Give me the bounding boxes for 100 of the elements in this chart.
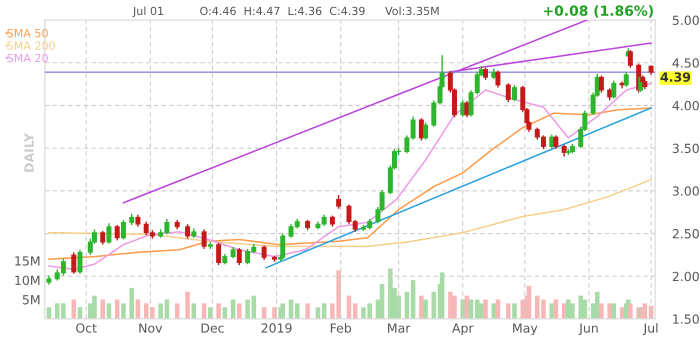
- bar: [404, 292, 410, 319]
- bar: [612, 303, 616, 319]
- candlestick: [129, 213, 134, 226]
- legend-label: SMA 200: [7, 41, 55, 50]
- candlestick: [185, 223, 190, 240]
- candlestick: [191, 228, 196, 238]
- bar: [452, 296, 457, 319]
- candlestick: [46, 274, 52, 286]
- bar: [512, 303, 517, 319]
- x-tick-label: Nov: [139, 323, 162, 333]
- bar: [599, 303, 604, 319]
- bar: [380, 284, 384, 319]
- bar: [106, 303, 112, 319]
- candlestick: [562, 144, 567, 158]
- x-tick-label: Jul: [642, 323, 658, 336]
- bar: [464, 296, 470, 319]
- bar: [361, 307, 366, 319]
- bar: [440, 272, 444, 319]
- candlestick: [262, 244, 267, 261]
- y-tick-label: 4.00: [672, 100, 699, 110]
- candlestick: [624, 71, 629, 88]
- candlestick: [598, 74, 604, 94]
- bar: [570, 303, 575, 319]
- candlestick: [553, 134, 558, 150]
- bar: [216, 303, 221, 319]
- bar: [628, 303, 633, 319]
- candlestick: [423, 122, 428, 140]
- bar: [346, 296, 352, 319]
- line-series: [48, 178, 652, 248]
- bar: [92, 296, 97, 319]
- text: +0.08 (1.86%): [544, 5, 653, 18]
- bar: [185, 292, 190, 319]
- y-tick-label: 5.00: [672, 16, 699, 25]
- candlestick: [336, 194, 342, 210]
- bar: [554, 300, 558, 319]
- y-tick-label: 3.00: [672, 186, 699, 196]
- bar: [262, 307, 266, 319]
- candlestick: [648, 64, 654, 76]
- candlestick: [202, 228, 207, 250]
- x-tick-label: Mar: [388, 323, 410, 333]
- bar: [305, 303, 310, 319]
- candlestick: [495, 70, 500, 88]
- bar: [78, 307, 82, 319]
- candlestick: [77, 249, 82, 274]
- candlestick: [483, 67, 488, 81]
- y-tick-label: 2.00: [672, 272, 699, 282]
- legend-label: SMA 50: [7, 28, 48, 38]
- bar: [129, 288, 134, 319]
- candlestick: [120, 219, 126, 240]
- bar: [526, 286, 532, 319]
- text: Jul 01: [132, 6, 164, 18]
- bar: [496, 300, 500, 319]
- y-tick-label: 3.50: [672, 144, 699, 154]
- bar: [479, 303, 484, 319]
- x-tick-label: May: [513, 323, 538, 336]
- bar: [506, 303, 511, 319]
- candlestick: [506, 82, 511, 103]
- y-tick-label: 2.50: [672, 229, 699, 238]
- x-tick-label: Dec: [202, 323, 224, 333]
- bar: [230, 300, 236, 319]
- candlestick: [611, 80, 616, 100]
- y2-tick-label: 15M: [15, 256, 40, 266]
- bar: [121, 303, 126, 319]
- bar: [222, 307, 228, 319]
- x-tick-label: 2019: [262, 323, 292, 333]
- bar: [352, 303, 358, 319]
- bar: [100, 300, 106, 319]
- bar: [202, 303, 206, 319]
- y-tick-label: 1.50: [673, 314, 699, 324]
- x-tick-label: Feb: [330, 323, 352, 333]
- x-tick-label: Oct: [76, 323, 97, 333]
- bar: [483, 300, 488, 319]
- bar: [237, 303, 242, 319]
- candlestick: [628, 49, 633, 69]
- candlestick: [512, 84, 517, 102]
- bar: [174, 303, 180, 319]
- candlestick: [71, 252, 76, 274]
- bar: [367, 303, 372, 319]
- candlestick: [642, 79, 648, 90]
- candlestick: [607, 88, 612, 102]
- bar: [114, 300, 120, 319]
- bar: [272, 307, 277, 319]
- candlestick: [236, 247, 242, 266]
- candlestick: [305, 219, 310, 231]
- bar: [46, 307, 52, 319]
- text: O:4.46 H:4.47 L:4.36 C:4.39: [200, 6, 365, 16]
- candlestick: [330, 214, 335, 228]
- x-tick-label: Apr: [452, 323, 474, 336]
- x-tick-label: Jun: [578, 323, 598, 336]
- legend-label: SMA 20: [7, 54, 48, 62]
- bar: [410, 280, 416, 319]
- candlestick: [106, 222, 112, 244]
- candlestick: [216, 242, 222, 266]
- y-tick-label: 4.50: [672, 58, 699, 68]
- line-series: [48, 107, 652, 260]
- bar: [330, 303, 335, 319]
- candlestick: [570, 143, 575, 154]
- bar: [280, 303, 286, 319]
- bar: [423, 300, 428, 319]
- bar: [594, 292, 600, 319]
